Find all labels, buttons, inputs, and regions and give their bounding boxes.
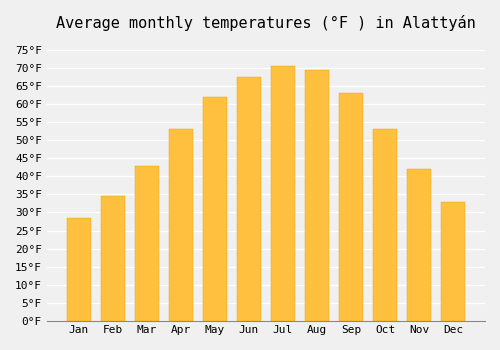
Bar <box>442 202 465 321</box>
Bar <box>339 93 363 321</box>
Bar <box>237 77 261 321</box>
Bar <box>407 169 431 321</box>
Bar <box>67 218 90 321</box>
Bar <box>373 130 397 321</box>
Bar <box>305 70 329 321</box>
Title: Average monthly temperatures (°F ) in Alattyán: Average monthly temperatures (°F ) in Al… <box>56 15 476 31</box>
Bar <box>169 130 192 321</box>
Bar <box>135 166 158 321</box>
Bar <box>203 97 227 321</box>
Bar <box>101 196 124 321</box>
Bar <box>271 66 295 321</box>
